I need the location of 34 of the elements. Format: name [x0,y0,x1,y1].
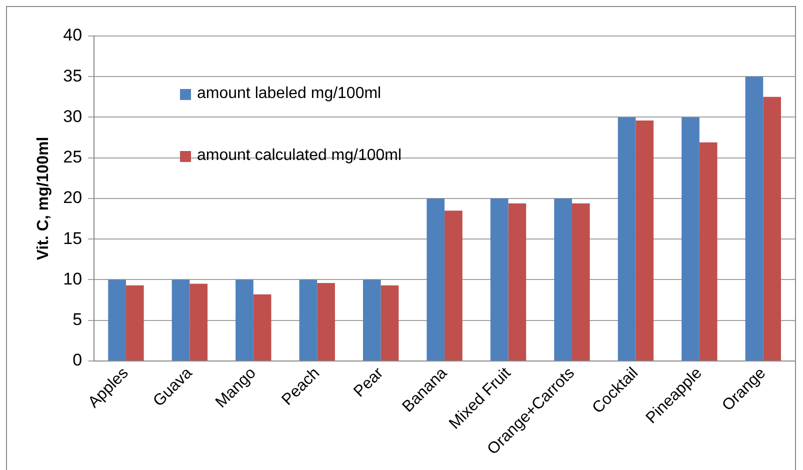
bar [236,280,254,360]
legend-label: amount labeled mg/100ml [197,85,382,103]
bar [126,285,144,360]
bar [682,117,700,360]
y-tick-label: 15 [63,228,82,248]
bar [636,120,654,360]
legend-label: amount calculated mg/100ml [197,147,402,165]
y-tick-label: 0 [72,350,82,370]
y-tick-label: 10 [63,269,82,288]
bar [699,142,718,360]
bar [190,284,208,360]
bar [426,198,445,360]
bar [618,117,636,360]
y-tick-label: 25 [63,148,82,167]
bar [444,210,462,360]
bar [490,198,508,360]
bar [108,280,126,360]
bar [172,280,190,360]
y-tick-label: 40 [63,26,82,45]
y-axis-title: Vit. C, mg/100ml [35,136,52,260]
bar [362,280,381,360]
bar [317,282,335,360]
y-tick-label: 5 [72,310,82,330]
bar [299,280,318,360]
y-tick-label: 35 [63,66,82,86]
y-tick-label: 30 [63,106,82,126]
bar [253,294,272,360]
y-tick-label: 20 [63,188,82,208]
bar [745,76,764,360]
bar [554,198,572,360]
bar [380,285,399,360]
bar [763,96,781,360]
bar [508,203,526,360]
bar [572,203,590,360]
